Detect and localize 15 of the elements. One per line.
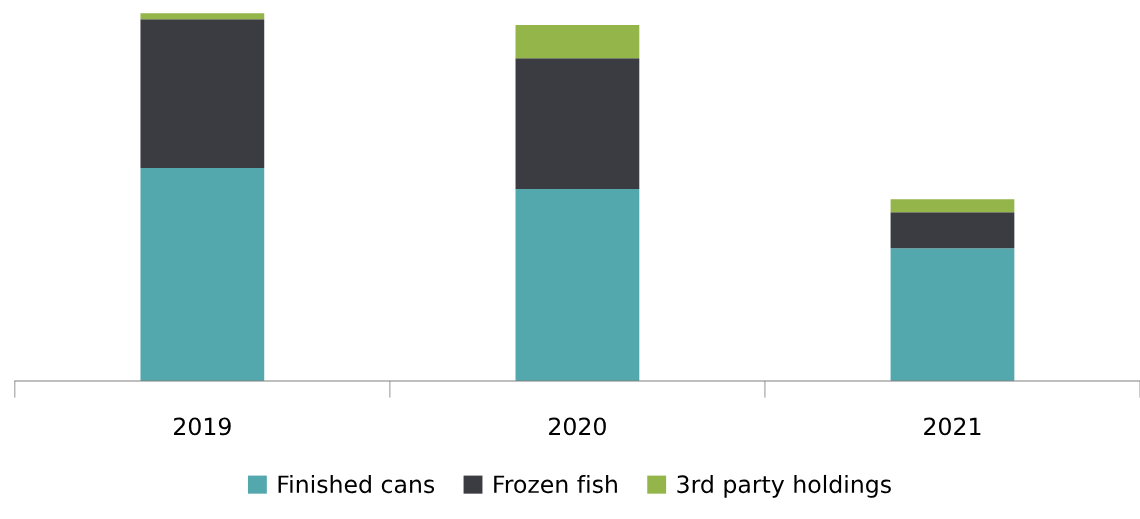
bar (515, 25, 640, 59)
legend-label: Finished cans (278, 474, 435, 494)
legend-label: 3rd party holdings (677, 474, 891, 498)
x-tick-label: 2020 (549, 417, 606, 436)
bar (515, 58, 640, 190)
bar (890, 248, 1015, 381)
x-tick-label: 2021 (924, 417, 981, 436)
x-tick-label: 2019 (174, 417, 231, 436)
bar (140, 13, 265, 20)
bar (515, 189, 640, 381)
bar (140, 168, 265, 381)
bar (140, 19, 265, 169)
bar (890, 199, 1015, 213)
bar (890, 212, 1015, 249)
legend-label: Frozen fish (494, 474, 617, 494)
